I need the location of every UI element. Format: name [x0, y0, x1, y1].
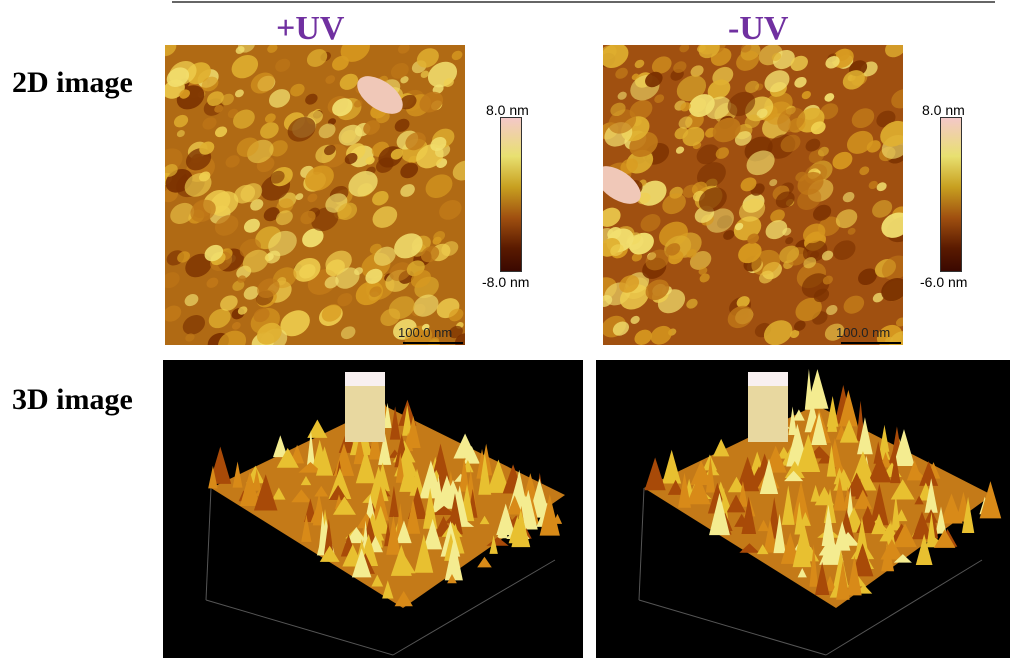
header-left: +UV	[276, 10, 344, 48]
scale-bar	[403, 342, 463, 344]
colorbar-max: 8.0 nm	[486, 102, 529, 118]
afm-3d-image	[163, 360, 583, 658]
afm-2d-image	[603, 45, 903, 345]
page: +UV -UV 2D image 3D image 100.0 nm 100.0…	[0, 0, 1011, 658]
colorbar	[940, 117, 962, 272]
colorbar-max: 8.0 nm	[922, 102, 965, 118]
afm-2d-image	[165, 45, 465, 345]
tall-feature-top	[748, 372, 788, 386]
scale-bar	[841, 342, 901, 344]
colorbar-min: -6.0 nm	[920, 274, 967, 290]
colorbar	[500, 117, 522, 272]
colorbar-min: -8.0 nm	[482, 274, 529, 290]
row-label: 2D image	[12, 66, 133, 100]
row-label: 3D image	[12, 383, 133, 417]
afm-3d-image	[596, 360, 1010, 658]
tall-feature-top	[345, 372, 385, 386]
top-rule	[172, 1, 995, 3]
scale-bar-label: 100.0 nm	[398, 325, 452, 340]
scale-bar-label: 100.0 nm	[836, 325, 890, 340]
header-right: -UV	[728, 10, 788, 48]
